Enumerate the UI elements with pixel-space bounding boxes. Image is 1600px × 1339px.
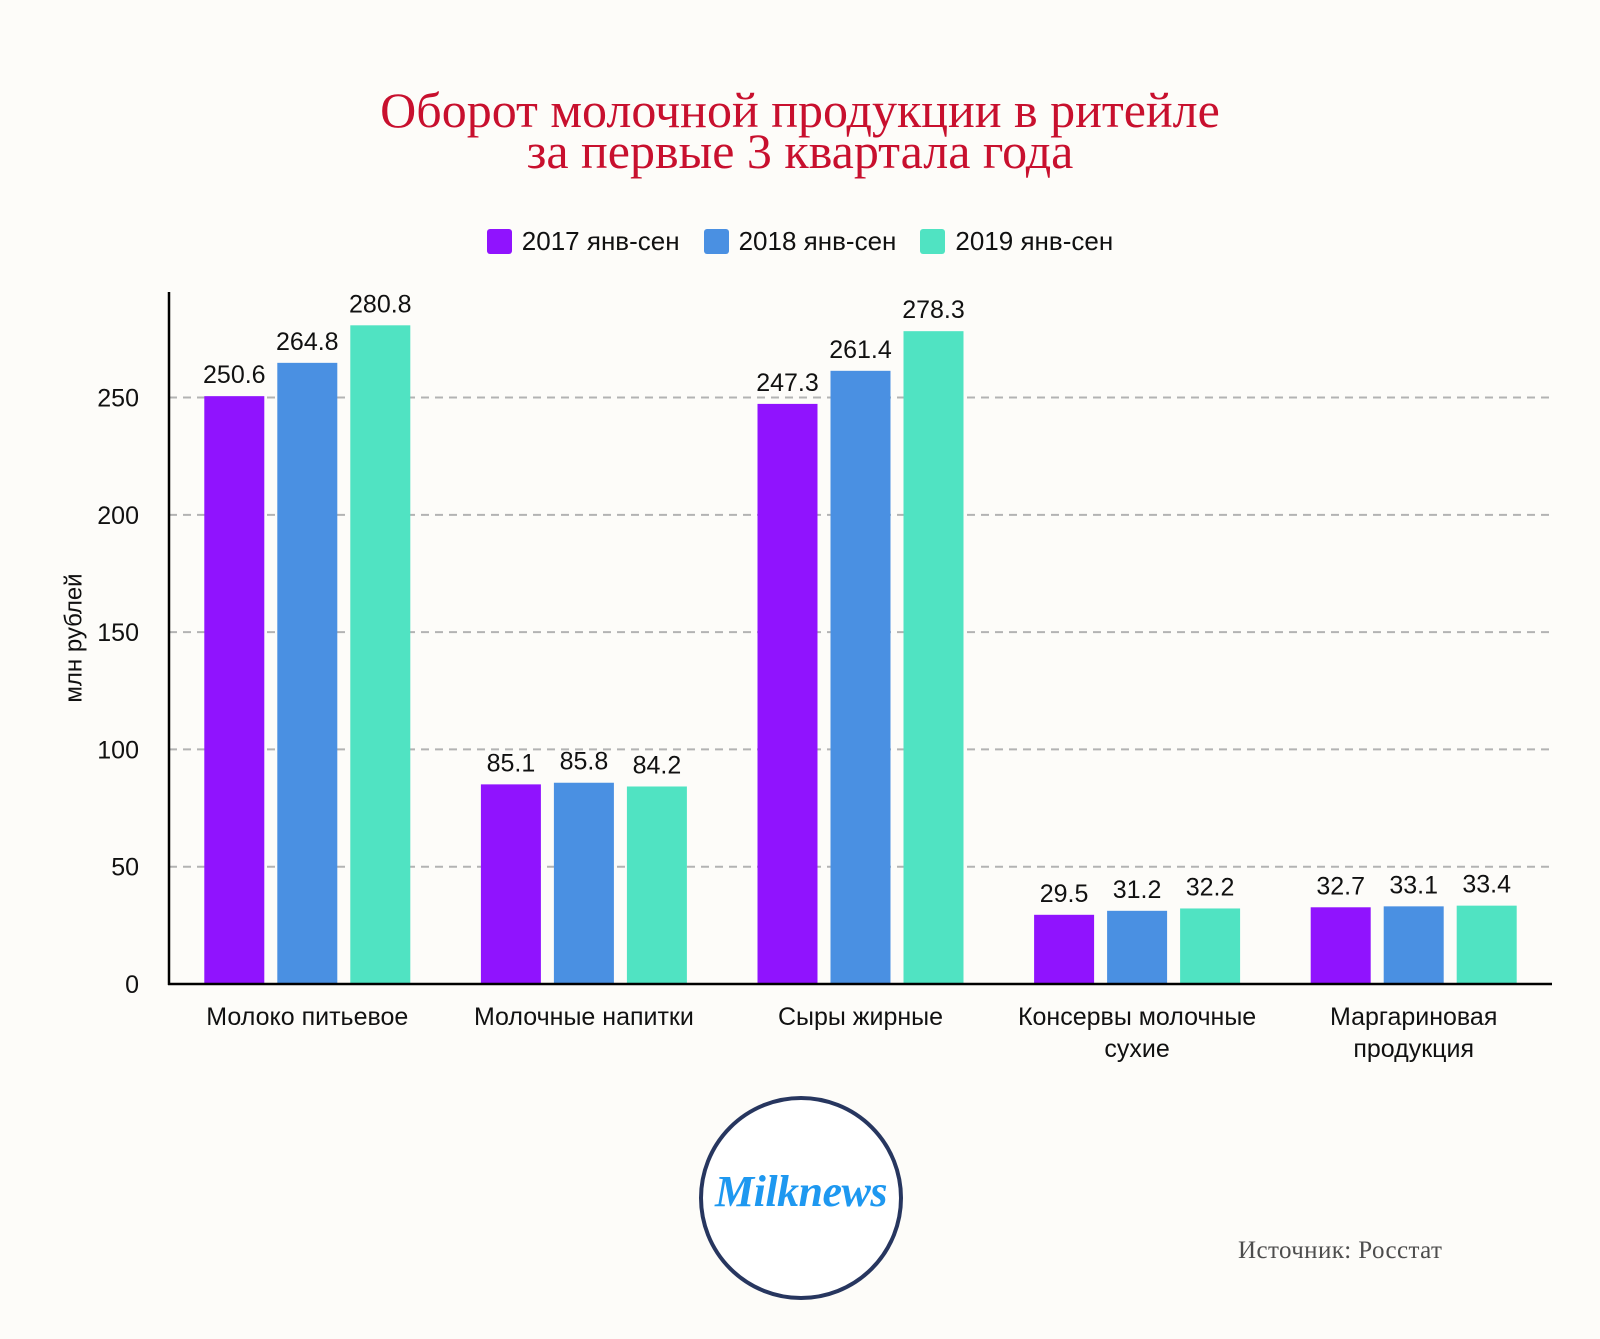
bar-2019-category-2 xyxy=(626,786,687,984)
chart-title-line-2: за первые 3 квартала года xyxy=(526,123,1074,179)
bar-2019-category-1 xyxy=(350,325,411,985)
legend-item-2019: 2019 янв-сен xyxy=(920,226,1113,257)
value-label-2019-category-1: 280.8 xyxy=(349,290,412,318)
category-label-4: Консервы молочные сухие xyxy=(1017,1003,1257,1063)
value-label-2017-category-1: 250.6 xyxy=(203,361,266,389)
value-label-2019-category-5: 33.4 xyxy=(1462,871,1511,899)
bar-2017-category-1 xyxy=(204,396,265,984)
legend-item-2017: 2017 янв-сен xyxy=(486,225,680,257)
value-label-2018-category-1: 264.8 xyxy=(276,328,339,356)
value-label-2017-category-5: 32.7 xyxy=(1316,872,1365,900)
bar-2018-category-5 xyxy=(1383,906,1444,984)
category-label-2: Молочные напитки xyxy=(473,1003,694,1031)
legend-item-2018: 2018 янв-сен xyxy=(703,225,897,257)
value-label-2018-category-2: 85.8 xyxy=(560,748,609,776)
value-label-2017-category-2: 85.1 xyxy=(487,749,536,777)
bar-2017-category-5 xyxy=(1310,907,1371,984)
value-label-2019-category-4: 32.2 xyxy=(1186,873,1235,901)
chart-title-line-1: Оборот молочной продукции в ритейле xyxy=(380,82,1220,138)
value-label-2018-category-3: 261.4 xyxy=(829,336,892,364)
source-note: Источник: Росстат xyxy=(1238,1237,1443,1264)
value-label-2018-category-4: 31.2 xyxy=(1113,876,1162,904)
value-label-2017-category-4: 29.5 xyxy=(1040,880,1089,908)
value-label-2017-category-3: 247.3 xyxy=(756,369,819,397)
category-label-5: Маргариновая продукция xyxy=(1329,1003,1498,1063)
bar-2018-category-3 xyxy=(830,370,891,984)
y-tick-label-100: 100 xyxy=(97,736,139,764)
bar-2017-category-2 xyxy=(480,784,541,984)
bar-2018-category-1 xyxy=(277,362,338,984)
value-label-2018-category-5: 33.1 xyxy=(1389,871,1438,899)
bar-2018-category-4 xyxy=(1107,910,1168,984)
category-label-1: Молоко питьевое xyxy=(206,1003,409,1031)
value-label-2019-category-3: 278.3 xyxy=(902,296,965,324)
bar-2017-category-3 xyxy=(757,403,818,984)
bar-2019-category-3 xyxy=(903,331,964,985)
legend-swatch-2019 xyxy=(920,228,946,254)
bar-2018-category-2 xyxy=(553,782,614,984)
category-label-3: Сыры жирные xyxy=(777,1003,944,1031)
y-tick-label-0: 0 xyxy=(125,971,139,999)
bar-2017-category-4 xyxy=(1034,914,1095,984)
y-tick-label-200: 200 xyxy=(97,502,139,530)
bar-2019-category-4 xyxy=(1180,908,1241,984)
legend-label-2019: 2019 янв-сен xyxy=(955,225,1114,256)
y-tick-label-150: 150 xyxy=(97,619,139,647)
legend-label-2018: 2018 янв-сен xyxy=(738,225,897,256)
legend-swatch-2018 xyxy=(703,228,729,254)
y-tick-label-250: 250 xyxy=(97,385,139,413)
y-axis-title: млн рублей xyxy=(61,573,88,702)
legend-swatch-2017 xyxy=(486,228,512,254)
bar-2019-category-5 xyxy=(1456,905,1517,984)
milknews-logo: Milknews xyxy=(699,1096,903,1300)
y-tick-label-50: 50 xyxy=(111,854,139,882)
legend: 2017 янв-сен 2018 янв-сен 2019 янв-сен xyxy=(0,225,1600,257)
legend-label-2017: 2017 янв-сен xyxy=(521,225,680,256)
logo-text: Milknews xyxy=(714,1166,888,1216)
value-label-2019-category-2: 84.2 xyxy=(633,751,682,779)
